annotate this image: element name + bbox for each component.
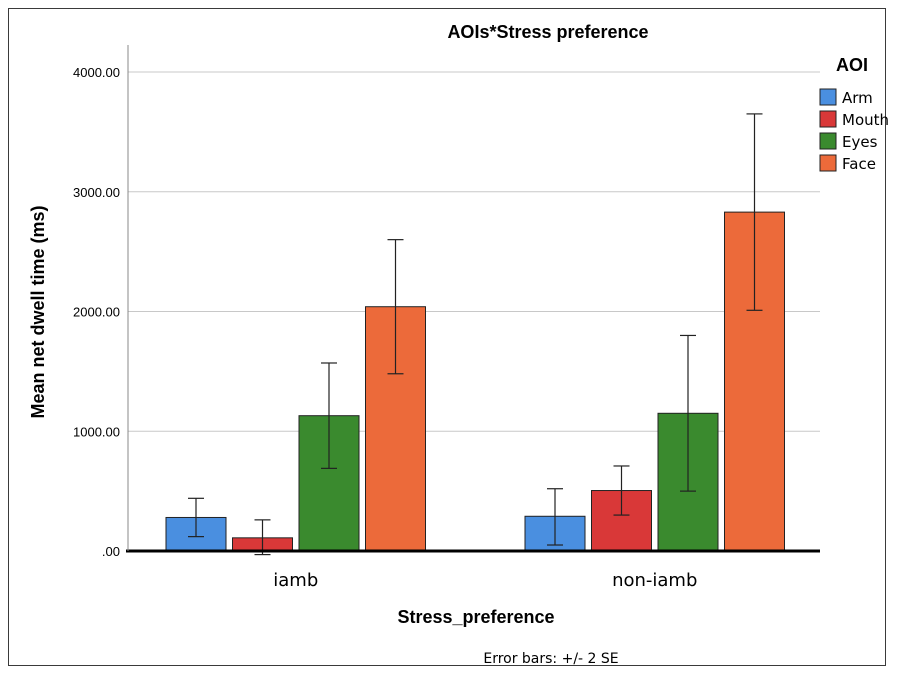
legend-swatch-eyes: [819, 132, 837, 150]
y-axis-title: Mean net dwell time (ms): [28, 205, 48, 418]
legend-swatch-mouth: [819, 110, 837, 128]
legend: Arm Mouth Eyes Face: [819, 88, 889, 173]
x-category-labels: iamb non-iamb: [273, 570, 697, 591]
legend-label-face: Face: [842, 155, 876, 173]
gridlines: [128, 71, 820, 432]
legend-label-eyes: Eyes: [842, 133, 878, 151]
legend-label-mouth: Mouth: [842, 111, 889, 129]
bars: [165, 211, 785, 552]
y-tick-label: 3000.00: [73, 185, 120, 200]
y-tick-label: 2000.00: [73, 305, 120, 320]
y-tick-label: .00: [102, 544, 120, 559]
legend-swatch-arm: [819, 88, 837, 106]
y-tick-label: 1000.00: [73, 424, 120, 439]
legend-label-arm: Arm: [842, 89, 873, 107]
footnote: Error bars: +/- 2 SE: [483, 651, 618, 667]
chart-title: AOIs*Stress preference: [447, 22, 648, 42]
y-tick-labels: .00 1000.00 2000.00 3000.00 4000.00: [73, 65, 120, 559]
y-tick-label: 4000.00: [73, 65, 120, 80]
x-axis-title: Stress_preference: [397, 607, 554, 627]
x-category-label: iamb: [273, 570, 318, 591]
error-bars: [188, 113, 763, 556]
x-category-label: non-iamb: [612, 570, 697, 591]
legend-swatch-face: [819, 154, 837, 172]
legend-title: AOI: [836, 55, 868, 75]
